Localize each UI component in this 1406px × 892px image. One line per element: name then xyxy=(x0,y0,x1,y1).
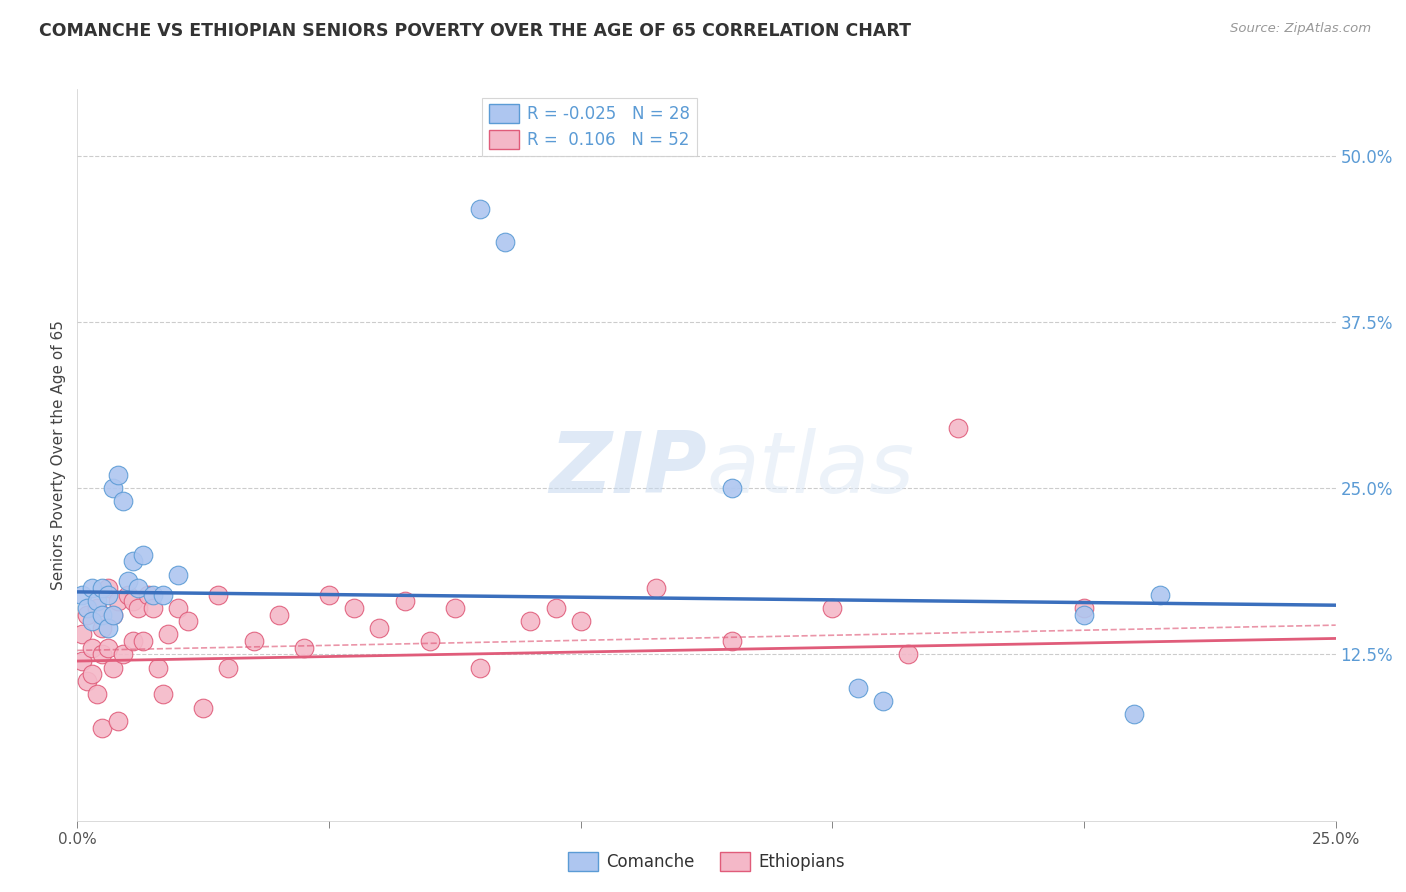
Point xyxy=(86,687,108,701)
Point xyxy=(217,661,239,675)
Point xyxy=(101,607,124,622)
Point xyxy=(468,202,491,216)
Point xyxy=(1073,607,1095,622)
Text: Source: ZipAtlas.com: Source: ZipAtlas.com xyxy=(1230,22,1371,36)
Point xyxy=(82,614,104,628)
Point xyxy=(1073,600,1095,615)
Point xyxy=(96,581,118,595)
Point xyxy=(444,600,467,615)
Point xyxy=(156,627,179,641)
Point xyxy=(101,481,124,495)
Point xyxy=(318,588,340,602)
Point xyxy=(91,581,114,595)
Point xyxy=(167,600,190,615)
Point xyxy=(152,588,174,602)
Legend: Comanche, Ethiopians: Comanche, Ethiopians xyxy=(561,846,852,878)
Point xyxy=(91,607,114,622)
Point xyxy=(107,594,129,608)
Text: atlas: atlas xyxy=(707,428,914,511)
Point xyxy=(152,687,174,701)
Point xyxy=(544,600,567,615)
Point xyxy=(645,581,668,595)
Point xyxy=(127,581,149,595)
Point xyxy=(1123,707,1146,722)
Point xyxy=(107,467,129,482)
Point xyxy=(132,548,155,562)
Point xyxy=(872,694,894,708)
Point xyxy=(207,588,229,602)
Point xyxy=(117,574,139,589)
Point xyxy=(91,721,114,735)
Point xyxy=(76,607,98,622)
Point xyxy=(72,654,94,668)
Point xyxy=(91,621,114,635)
Point xyxy=(368,621,391,635)
Point xyxy=(177,614,200,628)
Point xyxy=(142,588,165,602)
Point xyxy=(897,648,920,662)
Point xyxy=(1149,588,1171,602)
Point xyxy=(86,594,108,608)
Point xyxy=(242,634,264,648)
Point xyxy=(121,594,143,608)
Point xyxy=(101,607,124,622)
Point xyxy=(167,567,190,582)
Point xyxy=(72,588,94,602)
Point xyxy=(519,614,541,628)
Point xyxy=(468,661,491,675)
Point xyxy=(292,640,315,655)
Point xyxy=(107,714,129,728)
Text: ZIP: ZIP xyxy=(548,428,707,511)
Point xyxy=(96,621,118,635)
Point xyxy=(82,667,104,681)
Point xyxy=(117,588,139,602)
Point xyxy=(494,235,516,249)
Point xyxy=(82,640,104,655)
Point xyxy=(142,600,165,615)
Point xyxy=(101,661,124,675)
Text: COMANCHE VS ETHIOPIAN SENIORS POVERTY OVER THE AGE OF 65 CORRELATION CHART: COMANCHE VS ETHIOPIAN SENIORS POVERTY OV… xyxy=(39,22,911,40)
Point xyxy=(91,648,114,662)
Point xyxy=(267,607,290,622)
Point xyxy=(82,581,104,595)
Point xyxy=(132,634,155,648)
Point xyxy=(121,554,143,568)
Point xyxy=(191,700,215,714)
Point xyxy=(127,600,149,615)
Point xyxy=(419,634,441,648)
Point xyxy=(948,421,970,435)
Point xyxy=(136,588,159,602)
Point xyxy=(821,600,844,615)
Point xyxy=(86,600,108,615)
Point xyxy=(96,640,118,655)
Point xyxy=(121,634,143,648)
Point xyxy=(111,648,134,662)
Point xyxy=(76,673,98,688)
Point xyxy=(846,681,869,695)
Point xyxy=(569,614,592,628)
Point xyxy=(76,600,98,615)
Point xyxy=(394,594,416,608)
Y-axis label: Seniors Poverty Over the Age of 65: Seniors Poverty Over the Age of 65 xyxy=(51,320,66,590)
Point xyxy=(111,494,134,508)
Point xyxy=(146,661,169,675)
Point xyxy=(343,600,366,615)
Point xyxy=(720,634,742,648)
Point xyxy=(720,481,742,495)
Point xyxy=(72,627,94,641)
Point xyxy=(96,588,118,602)
